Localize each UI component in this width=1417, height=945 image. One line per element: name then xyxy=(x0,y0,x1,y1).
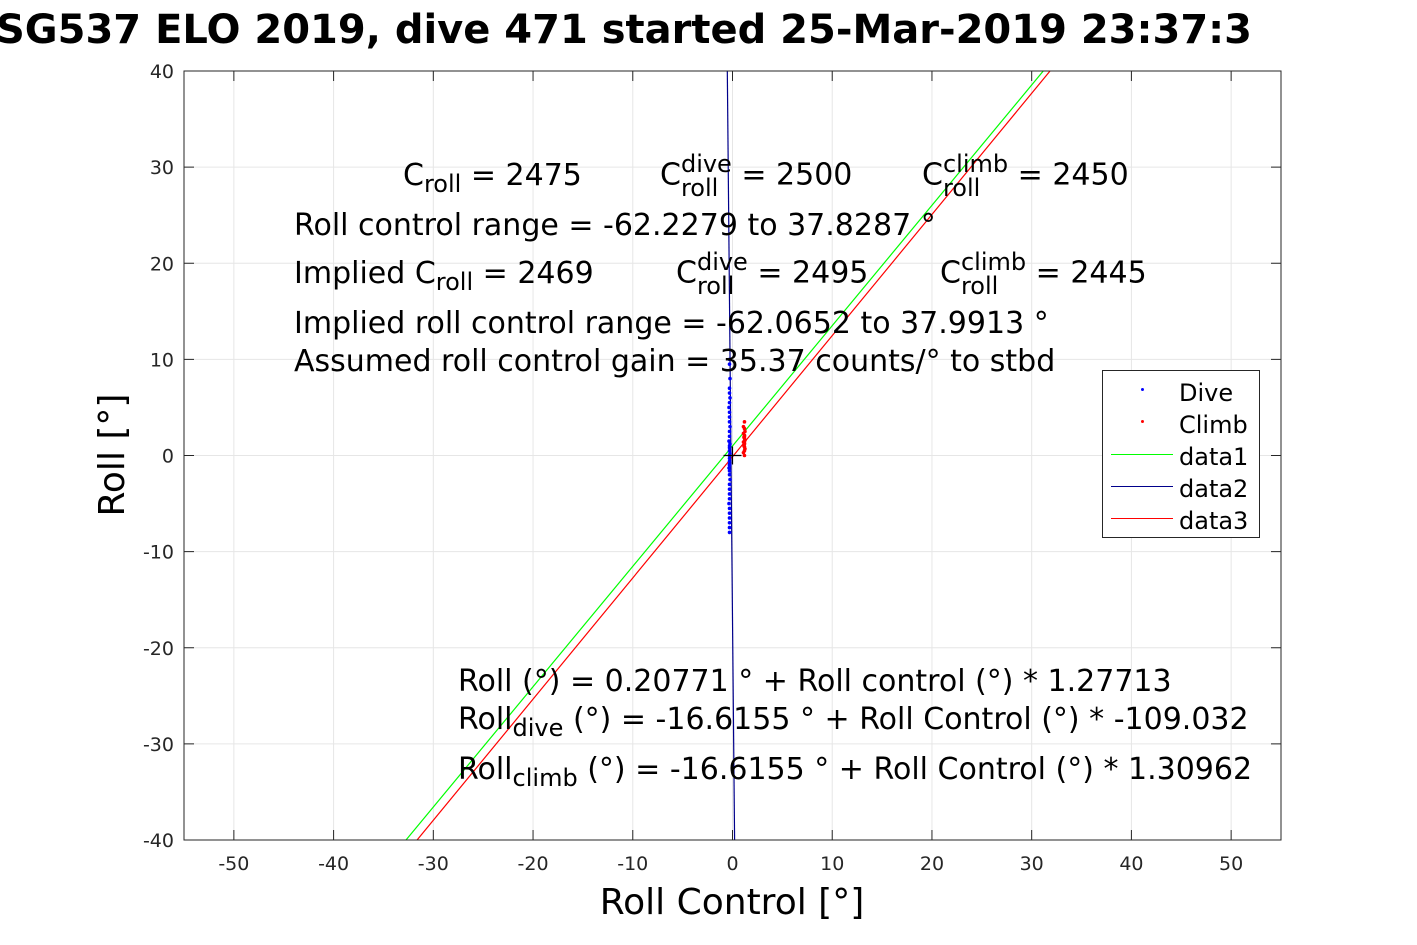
point-dive xyxy=(727,482,732,487)
x-tick-label: 40 xyxy=(1119,853,1143,875)
point-dive xyxy=(727,405,731,410)
point-dive xyxy=(727,520,732,525)
annotation-fit-dive: Rolldive (°) = -16.6155 ° + Roll Control… xyxy=(458,702,1249,742)
annotation-control-gain: Assumed roll control gain = 35.37 counts… xyxy=(294,344,1056,379)
x-tick-label: 0 xyxy=(726,853,738,875)
x-tick-label: 30 xyxy=(1020,853,1044,875)
x-tick-label: -20 xyxy=(518,853,549,875)
y-tick-label: 0 xyxy=(162,446,174,468)
axis-ticks: -50 -40 -30 -20 -10 0 10 20 30 40 50 -40 -30 -20 -10 0 1… xyxy=(143,61,1281,875)
point-climb xyxy=(741,450,746,455)
point-dive xyxy=(727,501,731,506)
point-dive xyxy=(727,357,732,362)
chart-title: SG537 ELO 2019, dive 471 started 25-Mar-… xyxy=(0,7,1252,53)
y-axis-label: Roll [°] xyxy=(92,394,133,517)
x-tick-label: 10 xyxy=(820,853,844,875)
point-dive xyxy=(727,511,732,515)
legend-item-climb: Climb xyxy=(1103,407,1261,439)
y-tick-label: 10 xyxy=(150,349,174,371)
point-dive xyxy=(727,446,732,450)
annotation-implied-c-roll: Implied Croll = 2469 xyxy=(294,256,594,296)
point-dive xyxy=(728,376,732,381)
legend: Dive Climb data1 data2 data3 xyxy=(1102,370,1260,538)
point-dive xyxy=(727,410,732,415)
point-dive xyxy=(727,492,732,496)
point-dive xyxy=(728,424,732,429)
point-dive xyxy=(727,462,732,466)
point-climb xyxy=(742,453,747,458)
annotation-roll-control-range: Roll control range = -62.2279 to 37.8287… xyxy=(294,208,936,243)
y-tick-label: -20 xyxy=(143,638,174,660)
x-tick-label: -10 xyxy=(617,853,648,875)
point-dive xyxy=(728,442,732,446)
legend-item-data1: data1 xyxy=(1103,439,1261,471)
x-tick-label: -30 xyxy=(418,853,449,875)
legend-item-data2: data2 xyxy=(1103,471,1261,503)
y-tick-label: -30 xyxy=(143,734,174,756)
point-dive xyxy=(727,487,732,491)
y-tick-label: 20 xyxy=(150,253,174,275)
axes-box xyxy=(183,70,1282,841)
y-tick-label: -40 xyxy=(143,830,174,852)
x-axis-label: Roll Control [°] xyxy=(600,882,865,923)
x-tick-label: 20 xyxy=(920,853,944,875)
y-tick-label: 30 xyxy=(150,157,174,179)
legend-marker-dive xyxy=(1141,388,1144,391)
point-climb xyxy=(742,426,747,431)
x-tick-label: -50 xyxy=(218,853,249,875)
legend-line-data3 xyxy=(1111,518,1173,519)
y-tick-label: 40 xyxy=(150,61,174,83)
annotation-fit-climb: Rollclimb (°) = -16.6155 ° + Roll Contro… xyxy=(458,752,1253,792)
point-dive xyxy=(727,466,731,470)
point-dive xyxy=(727,525,732,530)
point-dive xyxy=(727,415,732,419)
point-dive xyxy=(727,459,732,464)
plot-area xyxy=(405,71,1051,840)
x-tick-label: 50 xyxy=(1219,853,1243,875)
legend-line-data1 xyxy=(1111,454,1173,455)
point-dive xyxy=(728,477,732,482)
point-dive xyxy=(727,420,732,424)
point-dive xyxy=(727,448,732,453)
point-dive xyxy=(727,439,731,443)
point-dive xyxy=(727,400,732,405)
legend-item-data3: data3 xyxy=(1103,503,1261,535)
point-dive xyxy=(727,472,732,477)
x-tick-label: -40 xyxy=(318,853,349,875)
annotation-c-roll: Croll = 2475 xyxy=(403,158,582,198)
annotation-fit-overall: Roll (°) = 0.20771 ° + Roll control (°) … xyxy=(458,664,1172,699)
y-tick-label: -10 xyxy=(143,542,174,564)
data-series xyxy=(405,71,1051,840)
annotation-implied-range: Implied roll control range = -62.0652 to… xyxy=(294,306,1049,341)
point-dive xyxy=(727,506,732,511)
point-dive xyxy=(727,362,732,366)
point-dive xyxy=(727,456,732,461)
point-dive xyxy=(727,516,732,520)
point-dive xyxy=(727,469,732,473)
point-dive xyxy=(727,429,732,434)
point-dive xyxy=(728,396,732,400)
legend-marker-climb xyxy=(1141,420,1144,423)
point-dive xyxy=(727,530,732,535)
point-dive xyxy=(727,496,732,501)
legend-item-dive: Dive xyxy=(1103,375,1261,407)
point-dive xyxy=(727,391,732,395)
point-climb xyxy=(742,420,747,424)
point-dive xyxy=(727,434,732,439)
point-dive xyxy=(727,386,732,391)
legend-line-data2 xyxy=(1111,486,1173,487)
